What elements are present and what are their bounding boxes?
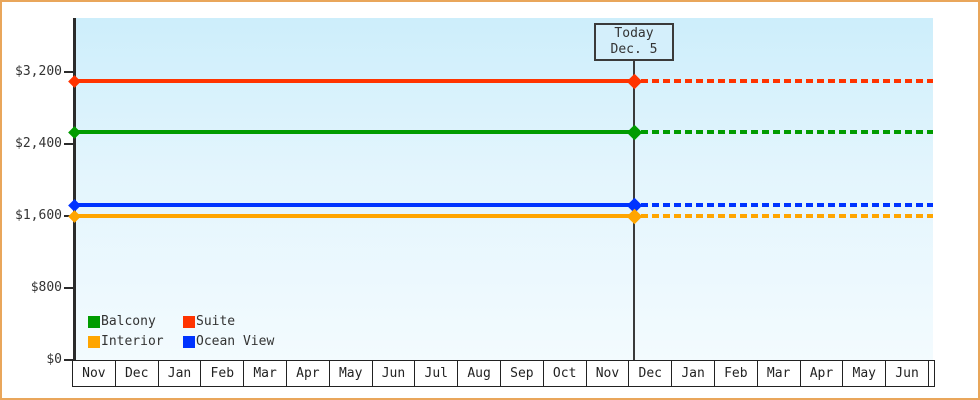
month-cell: Jan (159, 361, 202, 386)
legend-swatch (88, 335, 100, 348)
legend-swatch (183, 315, 195, 328)
today-line (633, 60, 635, 360)
month-cell: Nov (73, 361, 116, 386)
y-axis-label: $0 (46, 352, 62, 367)
month-cell: Mar (758, 361, 801, 386)
legend-label: Suite (196, 314, 236, 329)
x-axis-month-band: Nov Dec Jan Feb Mar Apr May Jun Jul Aug Sep Oct Nov D… (72, 360, 935, 387)
legend-label: Interior (101, 334, 164, 349)
month-cell: Jun (886, 361, 929, 386)
month-cell: Feb (715, 361, 758, 386)
month-cell: May (330, 361, 373, 386)
legend-item-interior: Interior (88, 335, 164, 348)
today-label-box: Today Dec. 5 (594, 23, 674, 61)
month-cell: Dec (629, 361, 673, 386)
legend-item-balcony: Balcony (88, 315, 156, 328)
legend-item-suite: Suite (183, 315, 235, 328)
month-cell: Aug (458, 361, 501, 386)
month-cell: May (843, 361, 887, 386)
month-cell: Apr (801, 361, 844, 386)
today-label-line2: Dec. 5 (610, 42, 658, 57)
legend-swatch (183, 335, 195, 348)
y-axis-label: $1,600 (15, 208, 62, 223)
month-cell: Sep (501, 361, 544, 386)
y-axis-label: $3,200 (15, 64, 62, 79)
month-cell: Jul (415, 361, 459, 386)
month-cell: Apr (287, 361, 330, 386)
y-axis-label: $800 (30, 280, 62, 295)
month-cell: Jan (672, 361, 715, 386)
month-cell: Mar (244, 361, 287, 386)
plot-area (74, 18, 933, 360)
month-cell: Jun (373, 361, 416, 386)
today-label-line1: Today (614, 26, 654, 41)
legend-item-ocean-view: Ocean View (183, 335, 274, 348)
month-cell: Feb (201, 361, 245, 386)
month-cell: Oct (544, 361, 587, 386)
legend-swatch (88, 315, 100, 328)
legend-label: Ocean View (196, 334, 275, 349)
y-axis (73, 18, 76, 364)
month-cell: Nov (587, 361, 630, 386)
legend-label: Balcony (101, 314, 156, 329)
month-cell: Dec (116, 361, 159, 386)
y-axis-label: $2,400 (15, 136, 62, 151)
